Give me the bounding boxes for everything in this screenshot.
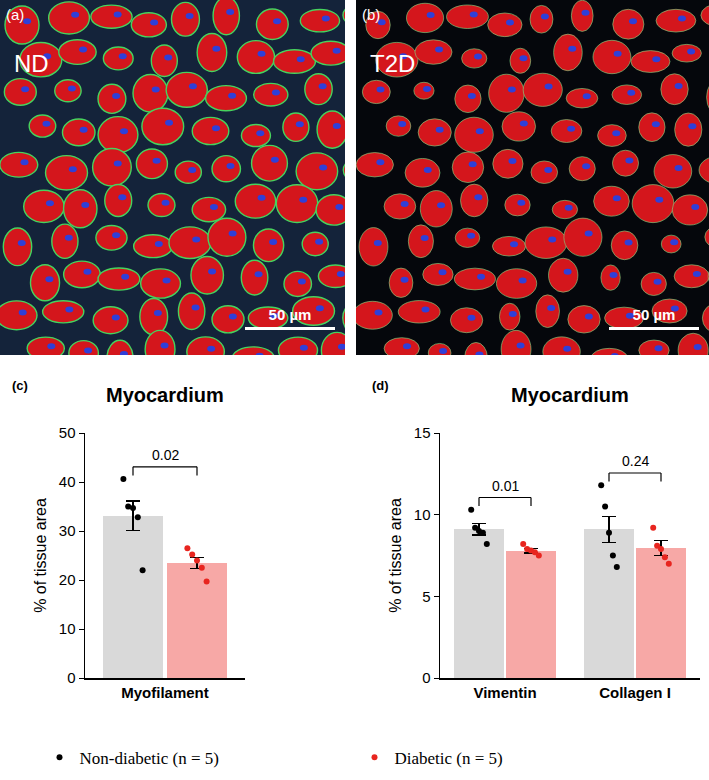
svg-text:Vimentin: Vimentin xyxy=(473,684,536,701)
svg-text:(a): (a) xyxy=(6,6,24,23)
svg-text:Diabetic (n = 5): Diabetic (n = 5) xyxy=(395,749,503,768)
svg-text:10: 10 xyxy=(59,620,76,637)
svg-text:Myofilament: Myofilament xyxy=(121,684,209,701)
svg-text:(d): (d) xyxy=(372,378,389,393)
svg-text:% of tissue area: % of tissue area xyxy=(387,498,404,613)
svg-text:Collagen I: Collagen I xyxy=(599,684,671,701)
svg-text:15: 15 xyxy=(414,424,431,441)
svg-text:10: 10 xyxy=(414,506,431,523)
svg-text:ND: ND xyxy=(14,50,49,77)
svg-text:Myocardium: Myocardium xyxy=(511,384,629,406)
svg-text:20: 20 xyxy=(59,571,76,588)
svg-text:0.24: 0.24 xyxy=(622,453,649,469)
svg-text:50 µm: 50 µm xyxy=(633,306,676,323)
svg-text:50 µm: 50 µm xyxy=(269,306,312,323)
svg-text:T2D: T2D xyxy=(370,50,415,77)
svg-text:5: 5 xyxy=(422,588,430,605)
svg-text:(c): (c) xyxy=(12,378,28,393)
svg-text:30: 30 xyxy=(59,522,76,539)
svg-text:Myocardium: Myocardium xyxy=(106,384,224,406)
svg-text:0.01: 0.01 xyxy=(492,478,519,494)
svg-text:Non-diabetic (n = 5): Non-diabetic (n = 5) xyxy=(80,749,219,768)
svg-text:40: 40 xyxy=(59,473,76,490)
svg-text:0: 0 xyxy=(67,669,75,686)
svg-text:0: 0 xyxy=(422,669,430,686)
svg-text:0.02: 0.02 xyxy=(152,447,179,463)
svg-text:% of tissue area: % of tissue area xyxy=(32,498,49,613)
svg-text:(b): (b) xyxy=(362,6,380,23)
svg-text:50: 50 xyxy=(59,424,76,441)
